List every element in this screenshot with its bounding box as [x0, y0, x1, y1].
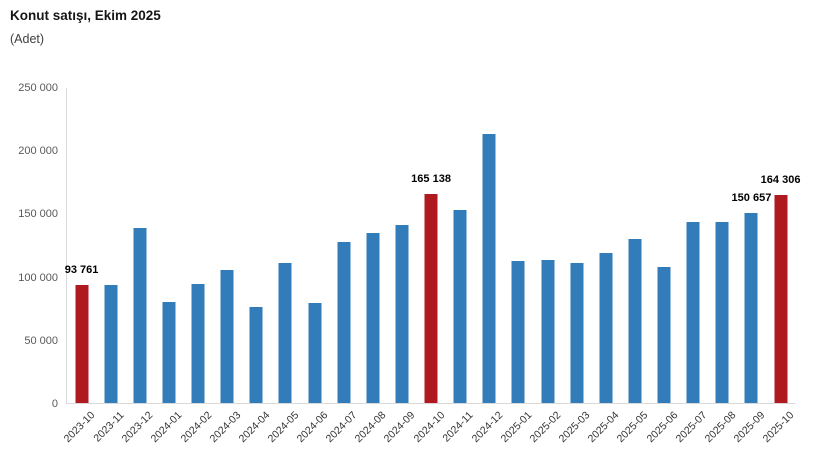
y-tick-label: 250 000	[18, 82, 58, 94]
bar-slot: 2024-05	[265, 88, 301, 445]
bar-2023-11[interactable]	[104, 285, 118, 403]
bar-slot: 164 306 2025-10	[761, 88, 801, 445]
x-tick-label: 2025-06	[644, 409, 680, 446]
bar-2025-04[interactable]	[599, 253, 613, 403]
bar-2025-05[interactable]	[628, 238, 642, 403]
bar-2024-06[interactable]	[308, 302, 322, 403]
bar-2024-08[interactable]	[366, 233, 380, 403]
y-tick-label: 50 000	[24, 334, 58, 347]
x-tick-label: 2024-09	[381, 409, 418, 446]
plot-area: 93 761 2023-10 2023-11 2023-12 2024-01 2024-0…	[62, 88, 801, 446]
bar-2024-05[interactable]	[278, 263, 292, 403]
bar-slot: 2025-01	[498, 88, 534, 445]
x-tick-label: 2024-08	[352, 409, 389, 446]
x-tick-label: 2024-01	[148, 409, 185, 446]
bar-2024-03[interactable]	[220, 269, 234, 403]
bar-2024-11[interactable]	[453, 209, 467, 403]
bar-slot: 2024-01	[149, 88, 185, 445]
bar-slot: 2025-05	[615, 88, 651, 445]
bar-2024-07[interactable]	[337, 242, 351, 403]
bar-slot: 150 657 2025-09	[731, 88, 771, 445]
bar-2024-09[interactable]	[395, 224, 409, 403]
bar-2025-08[interactable]	[715, 221, 729, 403]
bar-slot: 2024-08	[353, 88, 389, 445]
bar-slot: 2024-11	[441, 88, 476, 444]
chart-header: Konut satışı, Ekim 2025 (Adet)	[10, 8, 161, 46]
bar-2023-10[interactable]	[75, 284, 89, 403]
bar-slot: 2024-04	[236, 88, 272, 445]
bar-2025-01[interactable]	[511, 261, 525, 403]
x-tick-label: 2024-02	[178, 409, 214, 446]
chart-title: Konut satışı, Ekim 2025	[10, 8, 161, 23]
x-tick-label: 2023-11	[91, 409, 127, 445]
y-tick-label: 200 000	[18, 145, 58, 158]
y-tick-label: 150 000	[18, 208, 58, 221]
x-tick-label: 2025-04	[585, 409, 622, 446]
bar-2025-10[interactable]	[774, 195, 788, 403]
bar-slot: 2024-03	[207, 88, 243, 445]
x-tick-label: 2025-02	[527, 409, 564, 446]
x-tick-label: 2023-12	[119, 409, 156, 446]
bar-value-label: 150 657	[731, 191, 772, 204]
bar-slot: 2025-02	[528, 88, 563, 445]
bar-slot: 2025-06	[644, 88, 680, 445]
bar-2024-02[interactable]	[191, 284, 205, 403]
bar-2025-06[interactable]	[657, 266, 671, 403]
bar-slot: 2023-12	[120, 88, 156, 445]
x-tick-label: 2024-06	[294, 409, 331, 446]
y-tick-label: 0	[51, 398, 58, 410]
x-tick-label: 2025-10	[760, 409, 797, 446]
y-tick-label: 100 000	[18, 271, 58, 284]
bar-2025-09[interactable]	[744, 212, 758, 403]
x-tick-label: 2024-11	[440, 409, 476, 445]
x-tick-label: 2025-05	[614, 409, 651, 446]
x-tick-label: 2023-10	[61, 409, 98, 446]
x-tick-label: 2024-07	[323, 409, 360, 446]
bar-2024-04[interactable]	[249, 307, 263, 403]
bar-2025-07[interactable]	[686, 222, 700, 403]
bar-2024-01[interactable]	[162, 301, 176, 403]
bar-2023-12[interactable]	[133, 227, 147, 403]
bar-value-label: 93 761	[64, 263, 99, 276]
x-tick-label: 2025-03	[556, 409, 593, 446]
bar-value-label: 164 306	[760, 174, 801, 187]
x-tick-label: 2024-10	[411, 409, 447, 446]
bar-value-label: 165 138	[411, 173, 451, 186]
bar-slot: 2024-07	[324, 88, 359, 445]
x-tick-label: 2024-12	[469, 409, 506, 446]
bar-slot: 2024-12	[469, 88, 505, 445]
bar-slot: 2024-09	[382, 88, 418, 445]
bar-slot: 165 138 2024-10	[411, 88, 451, 445]
bar-slot: 2025-04	[586, 88, 622, 445]
bar-slot: 2024-02	[178, 88, 214, 445]
bar-slot: 2025-07	[673, 88, 709, 445]
bar-2024-12[interactable]	[482, 134, 496, 403]
bar-slot: 2023-11	[91, 88, 126, 444]
y-axis: 0 50 000 100 000 150 000 200 000 250 000	[0, 82, 58, 410]
bar-slot: 93 761 2023-10	[62, 88, 99, 446]
bar-2025-02[interactable]	[541, 260, 555, 403]
bar-slot: 2024-06	[295, 88, 330, 445]
bar-slot: 2025-08	[702, 88, 738, 445]
bar-2025-03[interactable]	[570, 262, 584, 403]
bars-layer: 93 761 2023-10 2023-11 2023-12 2024-01 2024-0…	[62, 88, 801, 446]
bar-slot: 2025-03	[557, 88, 592, 445]
chart-subtitle: (Adet)	[10, 32, 45, 46]
bar-2024-10[interactable]	[424, 194, 438, 403]
